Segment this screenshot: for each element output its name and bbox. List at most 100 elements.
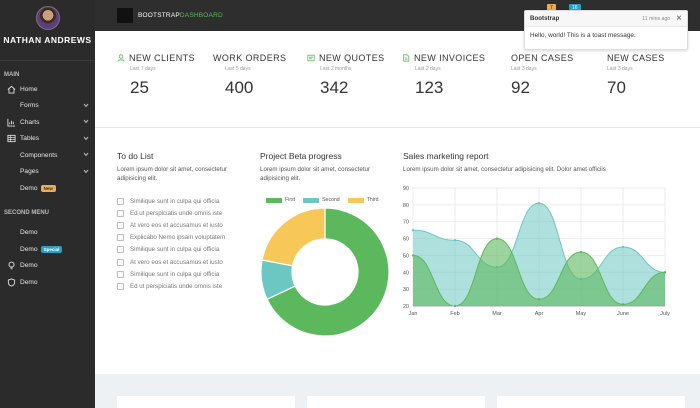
sidebar: NATHAN ANDREWS MAIN Home Forms Charts Ta… bbox=[0, 0, 95, 408]
x-tick-label: May bbox=[576, 311, 587, 317]
todo-label: At vero eos et accusamus et iusto bbox=[130, 221, 223, 229]
sidebar-item-home[interactable]: Home bbox=[0, 81, 95, 98]
data-point[interactable] bbox=[663, 271, 667, 274]
card bbox=[497, 396, 685, 408]
todo-checkbox[interactable] bbox=[117, 221, 124, 229]
legend-label: Second bbox=[322, 197, 340, 203]
stat-value: 342 bbox=[320, 78, 349, 97]
doughnut-slice[interactable] bbox=[261, 207, 326, 267]
data-point[interactable] bbox=[621, 245, 625, 249]
logo[interactable] bbox=[117, 8, 133, 23]
card bbox=[307, 396, 485, 408]
sidebar-item-demo-2[interactable]: Demo bbox=[20, 229, 38, 237]
divider bbox=[0, 60, 95, 61]
y-tick-label: 90 bbox=[403, 186, 409, 192]
todo-label: Similique sunt in culpa qui officia bbox=[130, 270, 220, 278]
todo-item[interactable]: Ed ut perspiciatis unde omnis iste bbox=[117, 207, 225, 219]
todo-item[interactable]: Similique sunt in culpa qui officia bbox=[117, 268, 225, 280]
stats-panel: NEW CLIENTS Last 7 days 25 WORK ORDERS L… bbox=[95, 31, 700, 127]
stat-open-cases: OPEN CASES Last 3 days 92 bbox=[511, 53, 574, 97]
notification-badge[interactable]: 7 bbox=[547, 4, 556, 12]
sidebar-item-forms[interactable]: Forms bbox=[0, 98, 95, 115]
close-icon[interactable]: × bbox=[676, 12, 682, 24]
todo-label: At vero eos et accusamus et iusto bbox=[130, 258, 223, 266]
todo-checkbox[interactable] bbox=[117, 282, 124, 290]
sales-title: Sales marketing report bbox=[403, 151, 489, 161]
chevron-down-icon bbox=[83, 136, 89, 143]
todo-item[interactable]: At vero eos et accusamus et iusto bbox=[117, 219, 225, 231]
legend-item[interactable]: First bbox=[266, 197, 295, 203]
data-point[interactable] bbox=[411, 254, 415, 257]
todo-item[interactable]: At vero eos et accusamus et iusto bbox=[117, 256, 225, 268]
stat-new-invoices: NEW INVOICES Last 2 days 123 bbox=[402, 53, 485, 98]
data-point[interactable] bbox=[621, 303, 625, 306]
special-badge: Special bbox=[40, 245, 63, 253]
data-point[interactable] bbox=[495, 237, 499, 240]
sidebar-item-demo-4[interactable]: Demo bbox=[0, 258, 95, 275]
toast-body: Hello, world! This is a toast message. bbox=[530, 32, 636, 39]
quote-icon bbox=[307, 54, 315, 62]
area-series bbox=[413, 203, 665, 306]
todo-checkbox[interactable] bbox=[117, 197, 124, 205]
todo-label: Similique sunt in culpa qui officia bbox=[130, 246, 220, 254]
profile: NATHAN ANDREWS bbox=[0, 0, 95, 60]
todo-checkbox[interactable] bbox=[117, 258, 124, 266]
todo-item[interactable]: Ed ut perspiciatis unde omnis iste bbox=[117, 280, 225, 292]
toast-title: Bootstrap bbox=[530, 15, 560, 22]
legend-item[interactable]: Third bbox=[347, 197, 379, 203]
brand[interactable]: BOOTSTRAPDASHBOARD bbox=[138, 12, 223, 19]
doughnut-slice[interactable] bbox=[266, 207, 390, 337]
sidebar-item-demo[interactable]: Demo New bbox=[0, 180, 95, 197]
chevron-down-icon bbox=[83, 103, 89, 110]
todo-item[interactable]: Similique sunt in culpa qui officia bbox=[117, 195, 225, 207]
sidebar-item-demo-5[interactable]: Demo bbox=[0, 274, 95, 291]
todo-label: Ed ut perspiciatis unde omnis iste bbox=[130, 282, 223, 290]
table-icon bbox=[6, 134, 16, 144]
todo-title: To do List bbox=[117, 151, 154, 161]
y-tick-label: 80 bbox=[403, 203, 409, 209]
todo-item[interactable]: Similique sunt in culpa qui officia bbox=[117, 244, 225, 256]
stat-value: 92 bbox=[511, 78, 530, 97]
sidebar-item-components[interactable]: Components bbox=[0, 147, 95, 164]
y-tick-label: 30 bbox=[403, 287, 409, 293]
chevron-down-icon bbox=[83, 152, 89, 159]
legend-label: Third bbox=[366, 197, 379, 203]
data-point[interactable] bbox=[537, 298, 541, 301]
todo-checkbox[interactable] bbox=[117, 270, 124, 278]
beta-title: Project Beta progress bbox=[260, 151, 342, 161]
sidebar-item-charts[interactable]: Charts bbox=[0, 114, 95, 131]
y-tick-label: 70 bbox=[403, 220, 409, 226]
avatar[interactable] bbox=[35, 6, 60, 30]
legend-swatch bbox=[303, 197, 320, 203]
sidebar-item-demo-3[interactable]: Demo Special bbox=[0, 241, 95, 258]
todo-desc: Lorem ipsum dolor sit amet, consectetur … bbox=[117, 166, 228, 182]
user-icon bbox=[117, 54, 125, 62]
sidebar-item-pages[interactable]: Pages bbox=[0, 164, 95, 181]
chevron-down-icon bbox=[83, 119, 89, 126]
sidebar-item-tables[interactable]: Tables bbox=[0, 131, 95, 148]
beta-desc: Lorem ipsum dolor sit amet, consectetur … bbox=[260, 166, 371, 182]
y-tick-label: 40 bbox=[403, 270, 409, 276]
data-point[interactable] bbox=[453, 239, 457, 242]
section-second: SECOND MENU bbox=[4, 209, 50, 216]
y-tick-label: 20 bbox=[403, 304, 409, 310]
legend-swatch bbox=[347, 197, 364, 203]
stat-new-clients: NEW CLIENTS Last 7 days 25 bbox=[117, 53, 195, 98]
toast-time: 11 mins ago bbox=[642, 15, 671, 22]
legend-item[interactable]: Second bbox=[303, 197, 340, 203]
todo-checkbox[interactable] bbox=[117, 234, 124, 242]
message-badge[interactable]: 16 bbox=[569, 4, 581, 12]
data-point[interactable] bbox=[411, 228, 415, 232]
content-panel: To do List Lorem ipsum dolor sit amet, c… bbox=[95, 127, 700, 374]
todo-item[interactable]: Explicabo Nemo ipsam voluptatem bbox=[117, 232, 225, 244]
area-chart: 20 30 40 50 60 70 80 90 Jan Feb Mar Apr May June July bbox=[403, 186, 670, 317]
bulb-icon bbox=[6, 261, 16, 271]
data-point[interactable] bbox=[537, 201, 541, 205]
donut-legend: First Second Third bbox=[266, 197, 387, 203]
data-point[interactable] bbox=[579, 250, 583, 254]
todo-checkbox[interactable] bbox=[117, 246, 124, 254]
x-tick-label: June bbox=[617, 311, 629, 317]
stat-new-cases: NEW CASES Last 3 days 70 bbox=[607, 53, 665, 97]
stat-value: 25 bbox=[130, 78, 149, 97]
todo-checkbox[interactable] bbox=[117, 209, 124, 217]
